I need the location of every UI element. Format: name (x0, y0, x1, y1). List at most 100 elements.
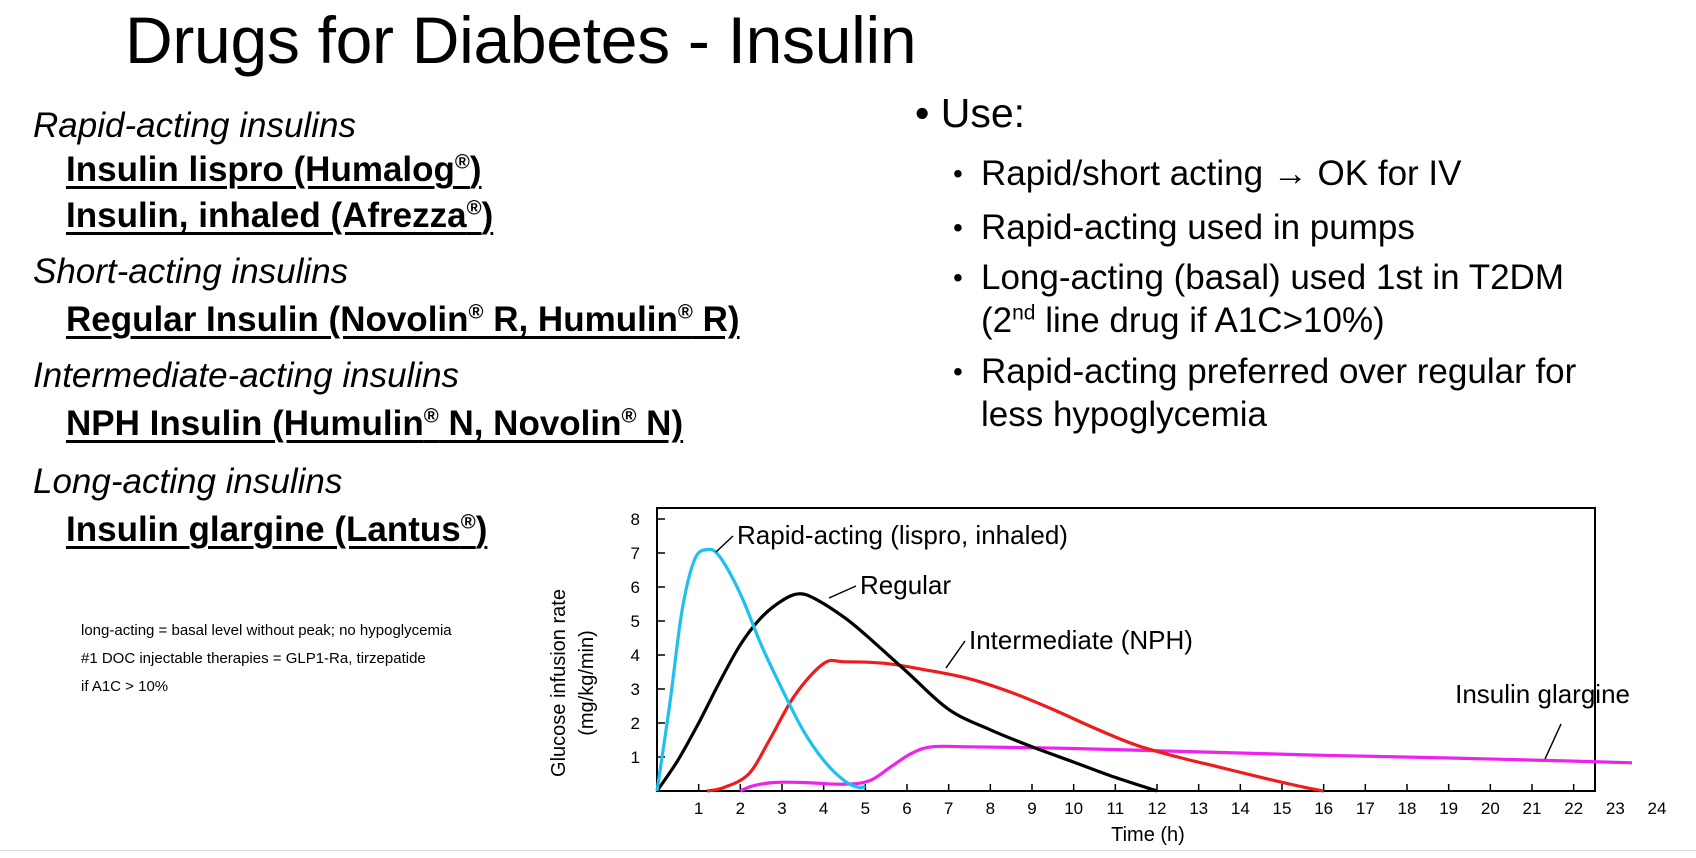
x-tick-label: 13 (1189, 799, 1208, 818)
regular-line (655, 592, 1158, 793)
category-rapid: Rapid-acting insulins (33, 106, 356, 145)
registered-mark: ® (460, 511, 476, 534)
registered-mark: ® (677, 301, 693, 324)
bullet-icon: • (953, 356, 963, 387)
x-tick-label: 21 (1523, 799, 1542, 818)
use-item-basal-line2b: line drug if A1C>10%) (1035, 301, 1385, 340)
label-glargine: Insulin glargine (1455, 679, 1630, 709)
drug-regular-text-b: R, Humulin (483, 300, 678, 339)
x-tick-label: 24 (1648, 799, 1667, 818)
x-tick-label: 19 (1439, 799, 1458, 818)
use-item-basal-line2a: (2 (981, 301, 1013, 340)
label-rapid-acting-leader (715, 535, 734, 553)
drug-regular: Regular Insulin (Novolin® R, Humulin® R) (66, 300, 740, 340)
x-tick-label: 20 (1481, 799, 1500, 818)
x-tick-label: 10 (1064, 799, 1083, 818)
use-item-basal-line1: Long-acting (basal) used 1st in T2DM (981, 258, 1564, 297)
divider (0, 850, 1696, 851)
use-item-preferred-line2: less hypoglycemia (981, 395, 1267, 434)
y-axis-label-line1: Glucose infusion rate (548, 589, 570, 777)
x-tick-label: 4 (819, 799, 828, 818)
drug-inhaled: Insulin, inhaled (Afrezza®) (66, 196, 493, 236)
y-tick-label: 4 (631, 646, 640, 665)
use-item-pumps: • Rapid-acting used in pumps (953, 206, 1415, 249)
bullet-icon: • (953, 212, 963, 243)
use-item-pumps-text: Rapid-acting used in pumps (981, 208, 1415, 247)
note-3: if A1C > 10% (81, 678, 169, 695)
paren-close: ) (481, 196, 494, 235)
paren-close: ) (469, 150, 482, 189)
x-tick-label: 12 (1148, 799, 1167, 818)
x-tick-label: 3 (777, 799, 786, 818)
x-tick-label: 15 (1273, 799, 1292, 818)
label-glargine-leader (1544, 723, 1562, 760)
x-tick-label: 2 (736, 799, 745, 818)
category-intermediate: Intermediate-acting insulins (33, 356, 460, 395)
rapid-acting-line (655, 547, 866, 792)
y-tick-label: 3 (631, 680, 640, 699)
use-item-preferred-line1: Rapid-acting preferred over regular for (981, 352, 1577, 391)
x-tick-label: 1 (694, 799, 703, 818)
registered-mark: ® (621, 405, 637, 428)
label-regular-leader (828, 585, 857, 599)
x-tick-label: 7 (944, 799, 953, 818)
drug-nph-text-a: NPH Insulin (Humulin (66, 404, 424, 443)
use-item-preferred: • Rapid-acting preferred over regular for… (953, 350, 1577, 436)
drug-nph-text-c: N) (636, 404, 684, 443)
registered-mark: ® (454, 151, 470, 174)
y-tick-label: 6 (631, 578, 640, 597)
x-tick-label: 5 (861, 799, 870, 818)
x-tick-label: 9 (1027, 799, 1036, 818)
drug-glargine-text: Insulin glargine (Lantus (66, 510, 461, 549)
x-tick-label: 6 (902, 799, 911, 818)
x-tick-label: 11 (1107, 799, 1125, 818)
y-tick-label: 7 (631, 544, 640, 563)
x-axis-label: Time (h) (1111, 824, 1185, 846)
label-rapid-acting: Rapid-acting (lispro, inhaled) (737, 520, 1068, 550)
x-tick-label: 17 (1356, 799, 1375, 818)
category-long: Long-acting insulins (33, 462, 343, 501)
x-tick-label: 18 (1398, 799, 1417, 818)
axis-ticks: 1 2 3 4 5 6 7 8 9 10 11 12 13 14 15 16 17 18 19 20 21 22 23 241… (631, 510, 1667, 818)
x-tick-label: 8 (986, 799, 995, 818)
label-nph: Intermediate (NPH) (969, 625, 1193, 655)
bullet-icon: • (953, 158, 963, 189)
drug-nph-text-b: N, Novolin (438, 404, 622, 443)
use-item-basal-sup: nd (1012, 301, 1036, 325)
x-tick-label: 16 (1314, 799, 1333, 818)
use-heading: • Use: (915, 90, 1025, 137)
use-item-basal: • Long-acting (basal) used 1st in T2DM (2n… (953, 256, 1564, 342)
label-nph-leader (945, 640, 966, 669)
label-regular: Regular (860, 570, 951, 600)
x-tick-label: 23 (1606, 799, 1625, 818)
registered-mark: ® (468, 301, 484, 324)
note-1: long-acting = basal level without peak; … (81, 622, 452, 639)
use-item-iv: • Rapid/short acting → OK for IV (953, 152, 1461, 195)
drug-lispro: Insulin lispro (Humalog®) (66, 150, 482, 190)
bullet-icon: • (915, 90, 930, 136)
x-tick-label: 14 (1231, 799, 1250, 818)
drug-nph: NPH Insulin (Humulin® N, Novolin® N) (66, 404, 683, 444)
registered-mark: ® (466, 197, 482, 220)
y-axis-label-line2: (mg/kg/min) (576, 630, 598, 736)
paren-close: ) (475, 510, 488, 549)
nph-line (706, 658, 1325, 793)
y-tick-label: 1 (631, 748, 640, 767)
x-tick-label: 22 (1564, 799, 1583, 818)
y-tick-label: 2 (631, 714, 640, 733)
y-tick-label: 5 (631, 612, 640, 631)
note-2: #1 DOC injectable therapies = GLP1-Ra, t… (81, 650, 426, 667)
series-lines (655, 547, 1633, 793)
registered-mark: ® (423, 405, 439, 428)
slide-title: Drugs for Diabetes - Insulin (125, 3, 917, 77)
category-short: Short-acting insulins (33, 252, 349, 291)
drug-lispro-text: Insulin lispro (Humalog (66, 150, 455, 189)
y-tick-label: 8 (631, 510, 640, 529)
glargine-line (739, 744, 1633, 793)
drug-inhaled-text: Insulin, inhaled (Afrezza (66, 196, 467, 235)
drug-glargine: Insulin glargine (Lantus®) (66, 510, 487, 550)
annotation-labels: Rapid-acting (lispro, inhaled) Regular Int… (737, 520, 1630, 709)
plot-frame (656, 507, 1596, 792)
drug-regular-text-a: Regular Insulin (Novolin (66, 300, 469, 339)
